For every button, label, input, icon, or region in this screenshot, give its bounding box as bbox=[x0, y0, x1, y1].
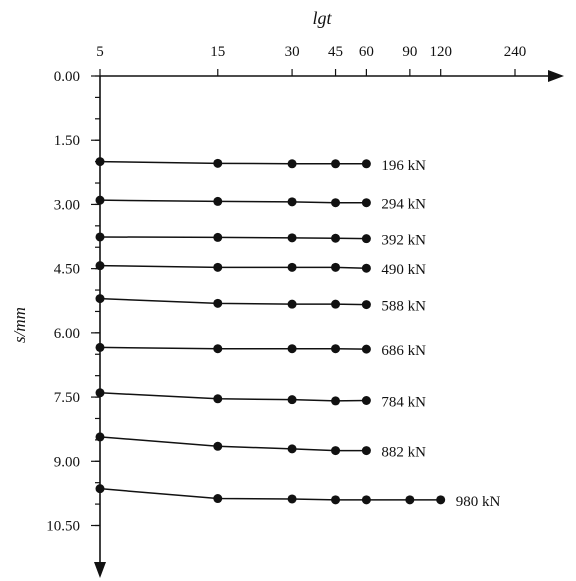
series-label: 784 kN bbox=[381, 394, 426, 410]
x-axis-title: lgt bbox=[312, 8, 332, 28]
data-point bbox=[287, 233, 297, 243]
x-tick-label: 240 bbox=[504, 44, 527, 60]
x-tick-label: 45 bbox=[328, 44, 343, 60]
series-layer: 196 kN 294 kN 392 kN 490 kN 588 kN 686 kN 784 … bbox=[95, 157, 501, 510]
data-point bbox=[331, 262, 341, 272]
series-label: 392 kN bbox=[381, 233, 426, 249]
data-point bbox=[213, 441, 223, 451]
data-point bbox=[95, 388, 105, 398]
data-point bbox=[331, 198, 341, 208]
series-line bbox=[99, 436, 367, 452]
data-point bbox=[213, 298, 223, 308]
series-line bbox=[99, 160, 367, 165]
y-axis-arrow bbox=[94, 562, 106, 578]
series-label: 196 kN bbox=[381, 158, 426, 174]
series-196-kn: 196 kN bbox=[95, 157, 426, 174]
data-point bbox=[361, 159, 371, 169]
x-tick-label: 120 bbox=[429, 44, 452, 60]
series-line bbox=[99, 392, 367, 402]
data-point bbox=[95, 432, 105, 442]
data-point bbox=[287, 444, 297, 454]
y-tick-label: 9.00 bbox=[54, 454, 80, 470]
y-tick-label: 10.50 bbox=[46, 519, 80, 535]
series-label: 882 kN bbox=[381, 445, 426, 461]
data-point bbox=[287, 395, 297, 405]
data-point bbox=[95, 195, 105, 205]
series-line bbox=[99, 199, 367, 204]
data-point bbox=[213, 394, 223, 404]
axes bbox=[94, 70, 564, 578]
data-point bbox=[213, 196, 223, 206]
data-point bbox=[331, 446, 341, 456]
y-tick-label: 7.50 bbox=[54, 390, 80, 406]
data-point bbox=[213, 494, 223, 504]
series-490-kn: 490 kN bbox=[95, 261, 426, 278]
series-line bbox=[99, 236, 367, 240]
data-point bbox=[287, 344, 297, 354]
series-686-kn: 686 kN bbox=[95, 342, 426, 359]
series-label: 980 kN bbox=[456, 494, 501, 510]
series-line bbox=[99, 264, 367, 269]
data-point bbox=[361, 446, 371, 456]
data-point bbox=[95, 261, 105, 271]
series-588-kn: 588 kN bbox=[95, 294, 426, 315]
data-point bbox=[405, 495, 415, 505]
data-point bbox=[331, 299, 341, 309]
data-point bbox=[95, 342, 105, 352]
data-point bbox=[361, 395, 371, 405]
series-882-kn: 882 kN bbox=[95, 432, 426, 461]
y-axis-title: s/mm bbox=[10, 307, 29, 343]
data-point bbox=[436, 495, 446, 505]
series-294-kn: 294 kN bbox=[95, 195, 426, 213]
series-label: 588 kN bbox=[381, 299, 426, 315]
y-axis-ticks: 0.00 1.50 3.00 4.50 6.00 7.50 9.00 10.50 bbox=[46, 69, 100, 535]
data-point bbox=[213, 232, 223, 242]
x-tick-label: 90 bbox=[402, 44, 417, 60]
data-point bbox=[361, 344, 371, 354]
data-point bbox=[361, 495, 371, 505]
data-point bbox=[331, 344, 341, 354]
series-label: 294 kN bbox=[381, 197, 426, 213]
data-point bbox=[331, 396, 341, 406]
series-label: 490 kN bbox=[381, 262, 426, 278]
x-axis-arrow bbox=[548, 70, 564, 82]
data-point bbox=[213, 262, 223, 272]
data-point bbox=[361, 198, 371, 208]
data-point bbox=[95, 484, 105, 494]
data-point bbox=[213, 158, 223, 168]
data-point bbox=[331, 233, 341, 243]
y-tick-label: 6.00 bbox=[54, 326, 80, 342]
data-point bbox=[95, 294, 105, 304]
series-980-kn: 980 kN bbox=[95, 484, 501, 510]
series-line bbox=[99, 346, 367, 350]
x-axis-ticks: 5 15 30 45 60 90 120 240 bbox=[96, 44, 526, 76]
data-point bbox=[361, 263, 371, 273]
data-point bbox=[287, 299, 297, 309]
series-line bbox=[99, 297, 367, 306]
data-point bbox=[287, 159, 297, 169]
y-tick-label: 4.50 bbox=[54, 262, 80, 278]
series-392-kn: 392 kN bbox=[95, 232, 426, 249]
x-tick-label: 5 bbox=[96, 44, 104, 60]
x-tick-label: 60 bbox=[359, 44, 374, 60]
series-line bbox=[99, 487, 441, 501]
y-tick-label: 1.50 bbox=[54, 133, 80, 149]
data-point bbox=[361, 234, 371, 244]
data-point bbox=[361, 300, 371, 310]
series-784-kn: 784 kN bbox=[95, 388, 426, 410]
data-point bbox=[331, 495, 341, 505]
data-point bbox=[95, 157, 105, 167]
data-point bbox=[95, 232, 105, 242]
series-label: 686 kN bbox=[381, 343, 426, 359]
x-tick-label: 15 bbox=[210, 44, 225, 60]
data-point bbox=[287, 262, 297, 272]
data-point bbox=[287, 494, 297, 504]
x-tick-label: 30 bbox=[285, 44, 300, 60]
data-point bbox=[213, 344, 223, 354]
data-point bbox=[331, 159, 341, 169]
data-point bbox=[287, 197, 297, 207]
y-tick-label: 0.00 bbox=[54, 69, 80, 85]
y-tick-label: 3.00 bbox=[54, 197, 80, 213]
